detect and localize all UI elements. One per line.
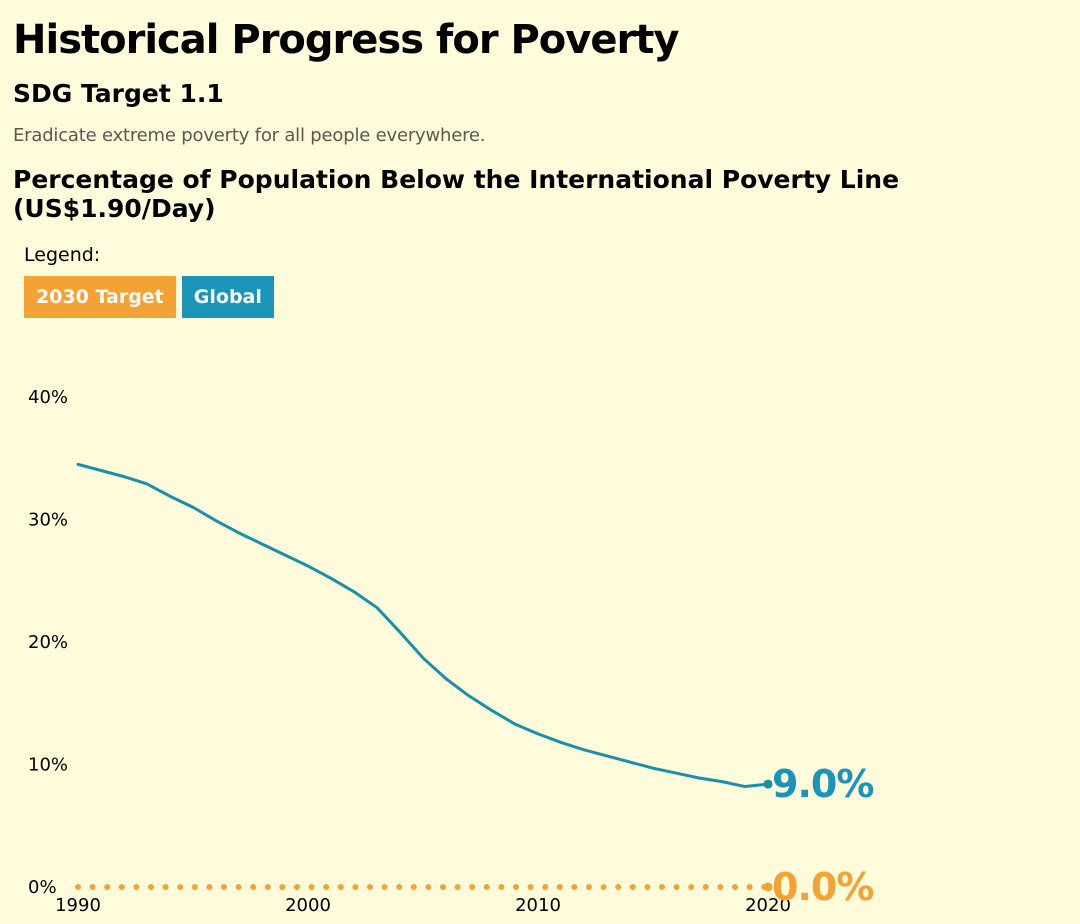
x-tick-label: 2010 [515, 895, 561, 916]
x-axis-ticks: 1990 2000 2010 2020 [55, 895, 791, 916]
target-description: Eradicate extreme poverty for all people… [13, 125, 486, 146]
y-tick-label: 10% [28, 755, 68, 776]
y-axis-ticks: 0% 10% 20% 30% 40% [28, 387, 68, 898]
end-label-global: 9.0% [772, 762, 873, 806]
end-label-2030-target: 0.0% [772, 865, 873, 909]
y-tick-label: 0% [28, 877, 57, 898]
x-tick-label: 2020 [745, 895, 791, 916]
y-tick-label: 30% [28, 510, 68, 531]
legend-label: Legend: [24, 244, 101, 266]
x-tick-label: 1990 [55, 895, 101, 916]
sdg-target-heading: SDG Target 1.1 [13, 79, 224, 108]
end-labels: 9.0% 0.0% [772, 762, 874, 909]
series-line-global [76, 462, 770, 789]
legend: 2030 Target Global [24, 276, 274, 318]
page-title: Historical Progress for Poverty [13, 17, 679, 63]
legend-item-2030-target[interactable]: 2030 Target [24, 276, 176, 318]
chart-title: Percentage of Population Below the Inter… [13, 165, 900, 223]
x-tick-label: 2000 [285, 895, 331, 916]
series-end-point-2030-target [763, 882, 773, 892]
series-end-point-global [763, 779, 773, 789]
y-tick-label: 40% [28, 387, 68, 408]
y-tick-label: 20% [28, 632, 68, 653]
series-layer [75, 462, 773, 892]
legend-item-global[interactable]: Global [181, 276, 274, 318]
